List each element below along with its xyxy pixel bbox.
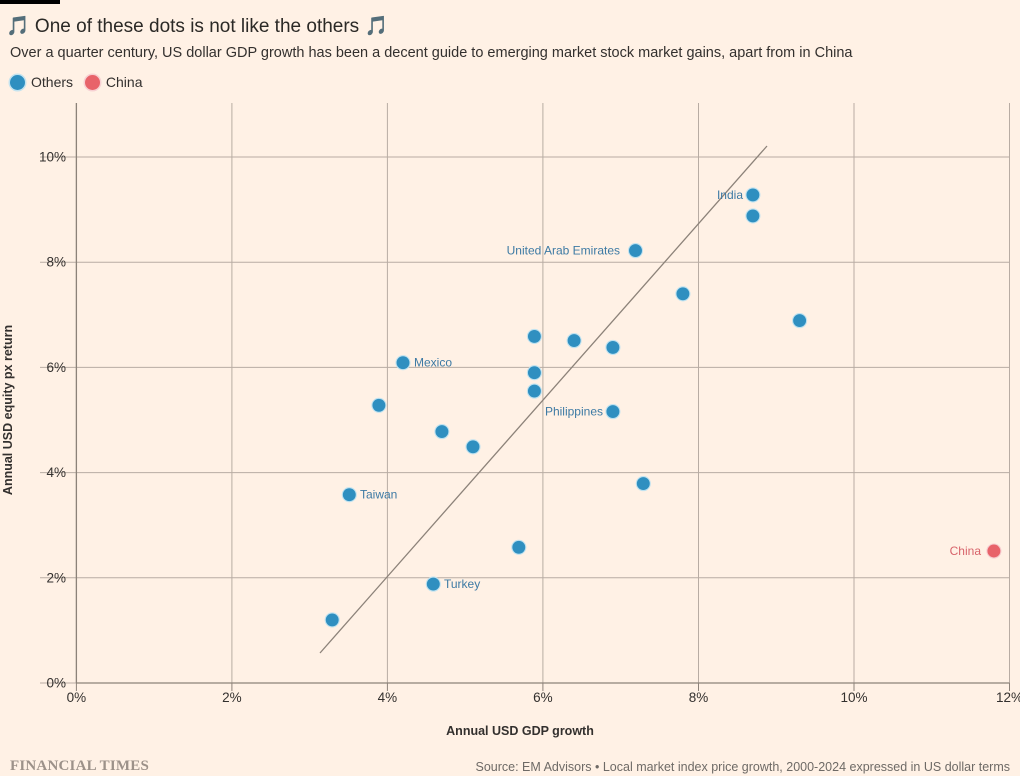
svg-text:China: China [950, 544, 982, 558]
svg-text:10%: 10% [39, 150, 66, 165]
svg-text:United Arab Emirates: United Arab Emirates [507, 244, 620, 258]
svg-text:2%: 2% [46, 570, 66, 585]
svg-text:India: India [717, 188, 743, 202]
svg-text:10%: 10% [840, 690, 867, 705]
svg-text:0%: 0% [46, 676, 66, 691]
svg-text:Turkey: Turkey [444, 577, 480, 591]
svg-text:Mexico: Mexico [414, 356, 452, 370]
svg-text:4%: 4% [378, 690, 398, 705]
svg-text:8%: 8% [46, 255, 66, 270]
svg-text:2%: 2% [222, 690, 242, 705]
svg-text:0%: 0% [67, 690, 87, 705]
svg-text:Taiwan: Taiwan [360, 488, 397, 502]
svg-text:12%: 12% [996, 690, 1020, 705]
svg-text:4%: 4% [46, 465, 66, 480]
svg-text:6%: 6% [46, 360, 66, 375]
svg-text:Philippines: Philippines [545, 405, 603, 419]
svg-text:8%: 8% [689, 690, 709, 705]
svg-text:6%: 6% [533, 690, 553, 705]
